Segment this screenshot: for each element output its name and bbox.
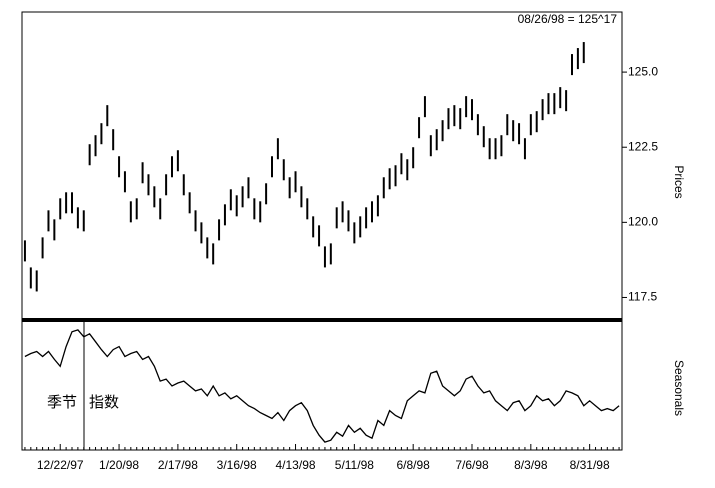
x-tick-label: 8/3/98 <box>514 458 548 472</box>
x-tick-label: 7/6/98 <box>455 458 489 472</box>
y-axis-label: Prices <box>672 165 686 198</box>
x-tick-label: 8/31/98 <box>570 458 610 472</box>
x-tick-label: 3/16/98 <box>217 458 257 472</box>
y-axis-label: Seasonals <box>672 360 686 416</box>
annotation: 08/26/98 = 125^17 <box>518 12 618 26</box>
annotation: 季节 <box>47 393 77 411</box>
x-tick-label: 2/17/98 <box>158 458 198 472</box>
x-tick-label: 1/20/98 <box>99 458 139 472</box>
x-tick-label: 12/22/97 <box>37 458 84 472</box>
annotation: 指数 <box>89 393 119 411</box>
y-tick-label: 125.0 <box>628 64 658 78</box>
y-tick-label: 117.5 <box>628 290 657 304</box>
y-tick-label: 120.0 <box>628 215 658 229</box>
y-tick-label: 122.5 <box>628 139 658 153</box>
x-tick-label: 6/8/98 <box>396 458 430 472</box>
seasonal-line <box>24 329 620 443</box>
x-tick-label: 4/13/98 <box>276 458 316 472</box>
x-tick-label: 5/11/98 <box>335 458 374 472</box>
plot-frame <box>21 11 623 451</box>
